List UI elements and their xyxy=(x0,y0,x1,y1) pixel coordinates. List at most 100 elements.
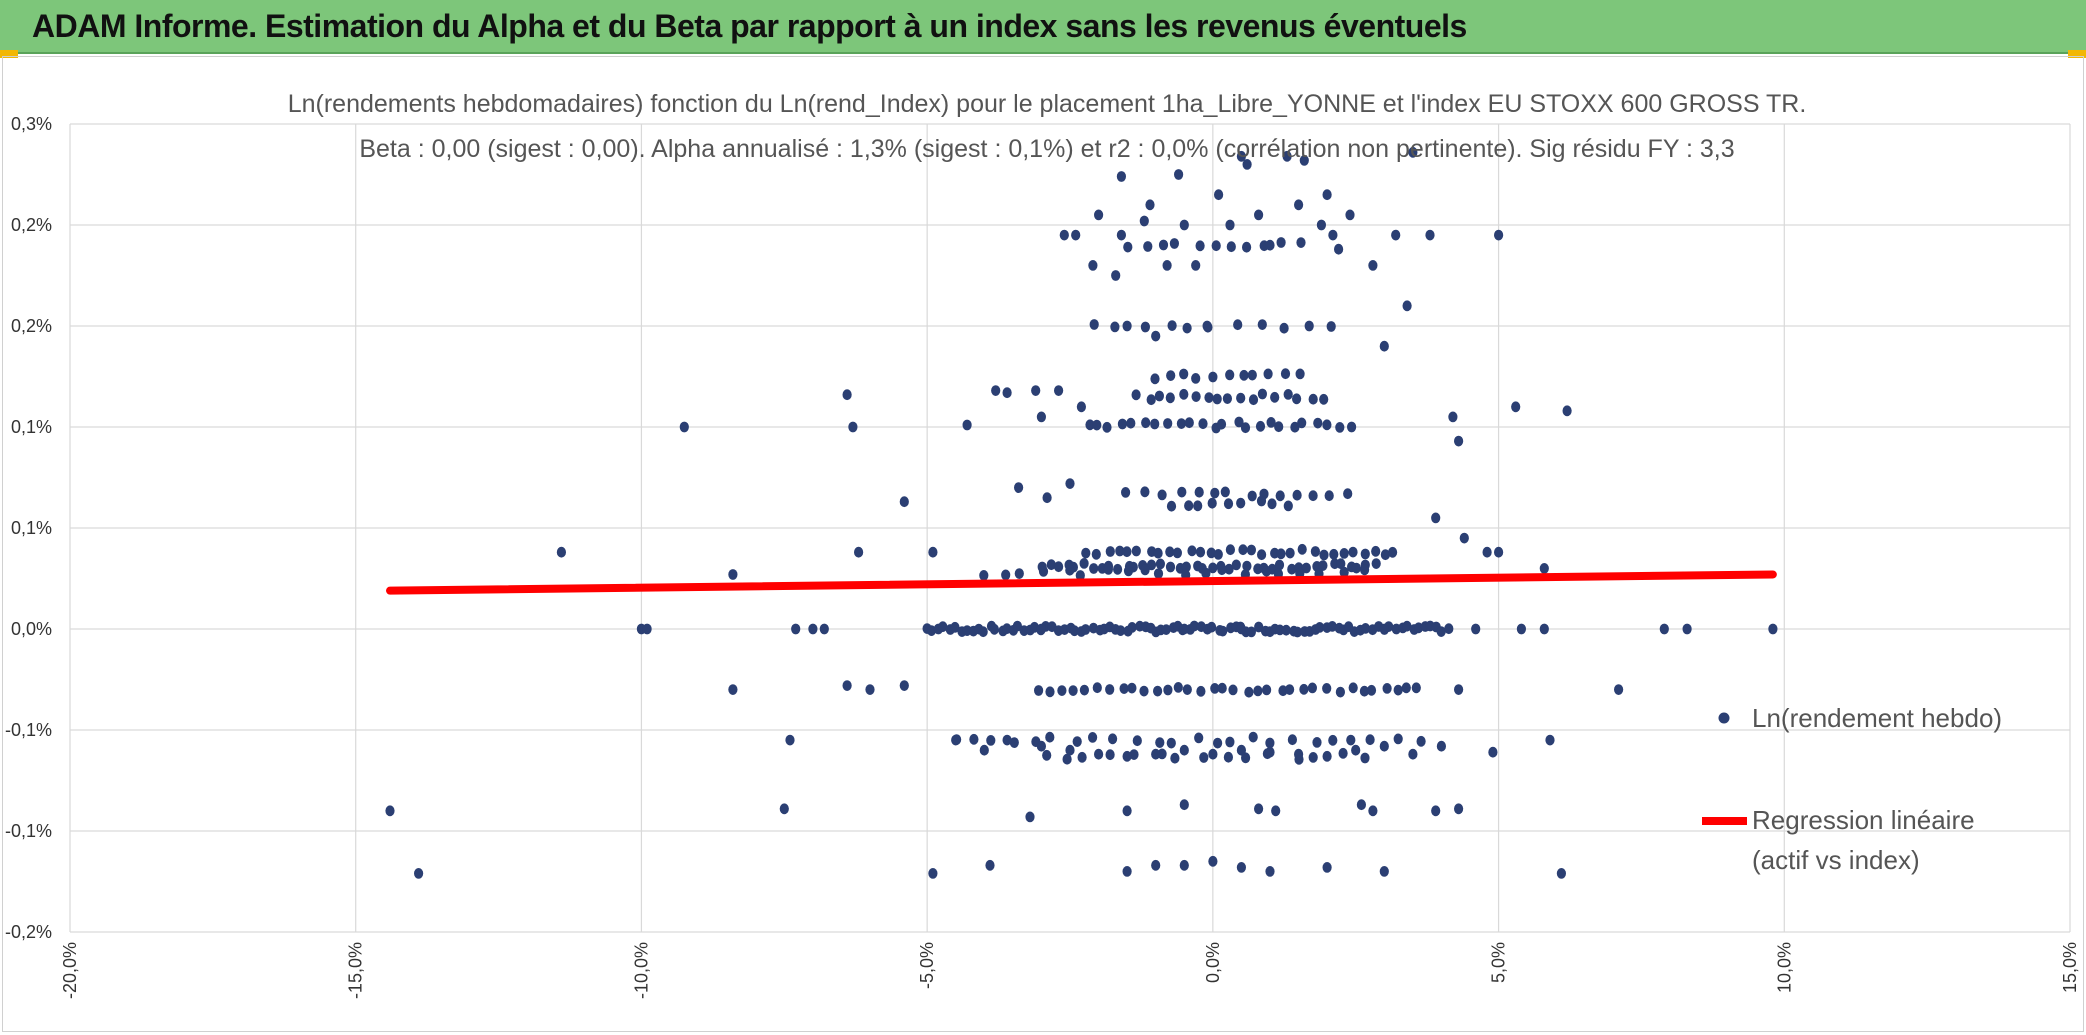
y-tick-label: 0,1% xyxy=(11,417,52,437)
y-tick-label: -0,1% xyxy=(5,821,52,841)
data-point xyxy=(989,623,1000,635)
x-tick-label: -10,0% xyxy=(631,942,651,999)
data-point xyxy=(1339,548,1349,559)
data-point xyxy=(1265,239,1275,251)
data-point xyxy=(1092,419,1102,431)
data-point xyxy=(1459,532,1469,544)
data-point xyxy=(1154,390,1164,402)
scatter-points xyxy=(385,146,1778,879)
data-point xyxy=(1448,411,1458,423)
data-point xyxy=(1150,418,1160,430)
x-tick-label: 5,0% xyxy=(1489,942,1509,983)
data-point xyxy=(1088,732,1098,743)
data-point xyxy=(985,859,995,871)
data-point xyxy=(1425,229,1435,241)
data-point xyxy=(1116,625,1126,636)
data-point xyxy=(1368,260,1378,271)
data-point xyxy=(1231,559,1241,571)
data-point xyxy=(1045,686,1055,698)
data-point xyxy=(865,684,875,695)
data-point xyxy=(926,625,937,636)
data-point xyxy=(1085,419,1095,431)
data-point xyxy=(1391,229,1401,241)
data-point xyxy=(1416,735,1426,747)
data-point xyxy=(385,805,395,817)
data-point xyxy=(1034,685,1044,696)
data-point xyxy=(1208,748,1218,760)
data-point xyxy=(679,421,689,433)
chart-title: Ln(rendements hebdomadaires) fonction du… xyxy=(288,90,1807,118)
x-tick-label: -15,0% xyxy=(346,942,366,999)
data-point xyxy=(1179,799,1189,811)
data-point xyxy=(1242,560,1252,572)
data-point xyxy=(1217,682,1227,694)
data-point xyxy=(1244,686,1254,698)
regression-line xyxy=(386,570,1777,595)
data-point xyxy=(642,623,652,635)
data-point xyxy=(1294,748,1304,760)
data-point xyxy=(1256,495,1267,507)
y-tick-label: 0,0% xyxy=(11,619,52,639)
data-point xyxy=(1360,564,1370,576)
data-point xyxy=(1122,866,1132,877)
report-title: ADAM Informe. Estimation du Alpha et du … xyxy=(32,8,1467,44)
data-point xyxy=(1308,490,1318,502)
data-point xyxy=(1304,320,1314,332)
data-point xyxy=(1102,421,1112,433)
data-point xyxy=(1313,417,1323,429)
data-point xyxy=(1036,740,1046,752)
data-point xyxy=(951,734,961,746)
data-point xyxy=(1151,748,1161,760)
legend-label-regression: Regression linéaire (actif vs index) xyxy=(1752,805,1982,875)
data-point xyxy=(414,868,424,879)
data-point xyxy=(1274,559,1285,571)
data-point xyxy=(1094,209,1104,221)
data-point xyxy=(1336,558,1346,570)
data-point xyxy=(1539,623,1549,635)
legend-marker-scatter xyxy=(1718,712,1730,724)
data-point xyxy=(1482,546,1492,558)
data-point xyxy=(1236,862,1246,873)
data-point xyxy=(1319,393,1329,405)
data-point xyxy=(1296,237,1306,249)
data-point xyxy=(1248,394,1259,406)
data-point xyxy=(1122,546,1132,558)
data-point xyxy=(1194,486,1204,498)
data-point xyxy=(1257,388,1267,400)
data-point xyxy=(1283,389,1293,400)
data-point xyxy=(1297,417,1307,429)
data-point xyxy=(1360,623,1371,634)
data-point xyxy=(1214,189,1224,201)
data-point xyxy=(1208,371,1218,383)
data-point xyxy=(1393,684,1403,696)
data-point xyxy=(1076,401,1086,413)
data-point xyxy=(854,546,864,558)
data-point xyxy=(1210,487,1220,499)
data-point xyxy=(1122,320,1132,332)
data-point xyxy=(1213,737,1223,749)
data-point xyxy=(1131,389,1141,401)
y-tick-label: 0,3% xyxy=(11,114,52,134)
corner-marker xyxy=(2068,50,2086,58)
data-point xyxy=(1054,385,1064,396)
data-point xyxy=(1454,684,1464,695)
data-point xyxy=(1071,229,1081,241)
report-header: ADAM Informe. Estimation du Alpha et du … xyxy=(0,0,2086,54)
data-point xyxy=(1282,150,1292,162)
data-point xyxy=(1265,866,1275,877)
data-point xyxy=(1196,685,1206,697)
data-point xyxy=(899,496,909,508)
regression-line-group xyxy=(386,570,1777,595)
data-point xyxy=(1146,394,1156,406)
data-point xyxy=(1042,749,1052,761)
data-point xyxy=(1170,752,1180,764)
data-point xyxy=(1103,564,1113,575)
data-point xyxy=(1045,731,1055,743)
data-point xyxy=(1187,545,1197,557)
data-point xyxy=(1153,568,1164,579)
data-point xyxy=(1191,260,1201,271)
data-point xyxy=(1204,392,1214,403)
y-tick-label: -0,1% xyxy=(5,720,52,740)
data-point xyxy=(1225,219,1235,231)
data-point xyxy=(1140,321,1150,333)
